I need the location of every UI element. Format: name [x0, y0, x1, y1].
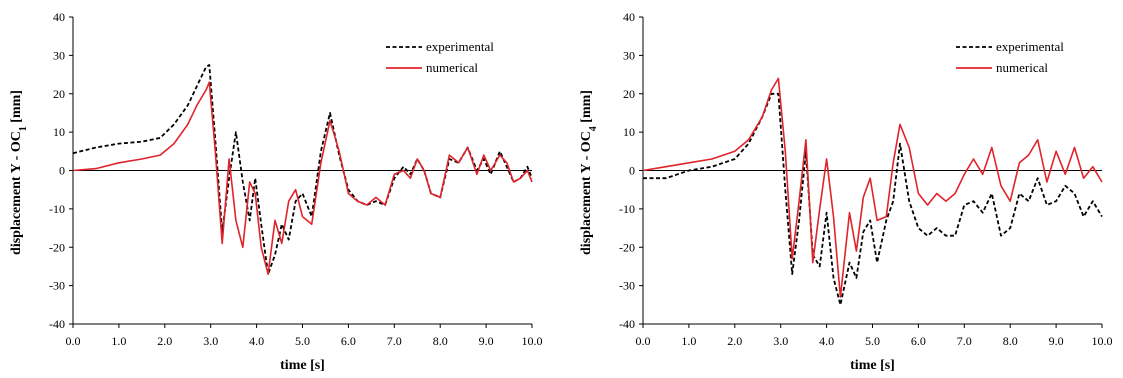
x-tick-label: 4.0 [249, 334, 264, 348]
y-axis-title-unit: [mm] [9, 90, 24, 126]
x-tick-label: 6.0 [341, 334, 356, 348]
x-tick-label: 8.0 [1003, 334, 1018, 348]
y-tick-label: -20 [619, 240, 635, 254]
y-tick-label: 10 [53, 125, 65, 139]
x-tick-label: 3.0 [203, 334, 218, 348]
x-axis-title: time [s] [850, 358, 895, 373]
x-axis-title: time [s] [280, 358, 325, 373]
x-tick-label: 9.0 [1049, 334, 1064, 348]
right-chart-panel: 40 30 20 10 0 -10 -20 -30 -400.0 1.0 2.0 3.0 4.0 5.0 6… [579, 10, 1113, 373]
x-tick-label: 5.0 [295, 334, 310, 348]
y-tick-label: 0 [629, 164, 635, 178]
x-tick-label: 7.0 [387, 334, 402, 348]
legend-label-numerical: numerical [426, 60, 478, 75]
x-tick-label: 2.0 [727, 334, 742, 348]
legend-label-numerical: numerical [996, 60, 1048, 75]
y-tick-label: 40 [623, 10, 635, 24]
x-tick-label: 8.0 [433, 334, 448, 348]
y-axis-title-main: displacement Y - OC [579, 131, 594, 255]
y-tick-label: -10 [619, 202, 635, 216]
y-axis-title-unit: [mm] [579, 90, 594, 126]
x-tick-label: 10.0 [1092, 334, 1113, 348]
y-axis-title-subscript: 4 [588, 126, 599, 131]
y-tick-label: -10 [49, 202, 65, 216]
x-tick-label: 0.0 [636, 334, 651, 348]
y-tick-label: -30 [619, 279, 635, 293]
x-tick-label: 4.0 [819, 334, 834, 348]
y-tick-label: 30 [623, 48, 635, 62]
y-tick-label: -40 [49, 317, 65, 331]
y-tick-label: -20 [49, 240, 65, 254]
y-tick-label: -30 [49, 279, 65, 293]
y-axis-title-subscript: 1 [18, 126, 29, 131]
y-tick-label: -40 [619, 317, 635, 331]
series-line-experimental [643, 92, 1103, 306]
x-tick-label: 9.0 [479, 334, 494, 348]
x-tick-label: 5.0 [865, 334, 880, 348]
x-tick-label: 6.0 [911, 334, 926, 348]
series-line-numerical [642, 77, 1103, 298]
legend-label-experimental: experimental [996, 39, 1064, 54]
legend-label-experimental: experimental [426, 39, 494, 54]
y-tick-label: 20 [53, 87, 65, 101]
y-tick-label: 10 [623, 125, 635, 139]
y-tick-label: 30 [53, 48, 65, 62]
x-tick-label: 0.0 [66, 334, 81, 348]
y-tick-label: 0 [59, 164, 65, 178]
left-chart-panel: 40 30 20 10 0 -10 -20 -30 -400.0 1.0 2.0 3.0 4.0 5.0 6… [9, 10, 543, 373]
x-tick-label: 2.0 [157, 334, 172, 348]
series-line-experimental [72, 64, 533, 276]
y-axis-title-main: displacement Y - OC [9, 131, 24, 255]
y-axis-title: displacement Y - OC4 [mm] [579, 90, 599, 255]
x-tick-label: 1.0 [111, 334, 126, 348]
x-tick-label: 10.0 [522, 334, 543, 348]
x-tick-label: 7.0 [957, 334, 972, 348]
x-tick-label: 1.0 [681, 334, 696, 348]
series-line-numerical [72, 81, 533, 275]
y-tick-label: 40 [53, 10, 65, 24]
y-axis-title: displacement Y - OC1 [mm] [9, 90, 29, 255]
y-tick-label: 20 [623, 87, 635, 101]
x-tick-label: 3.0 [773, 334, 788, 348]
